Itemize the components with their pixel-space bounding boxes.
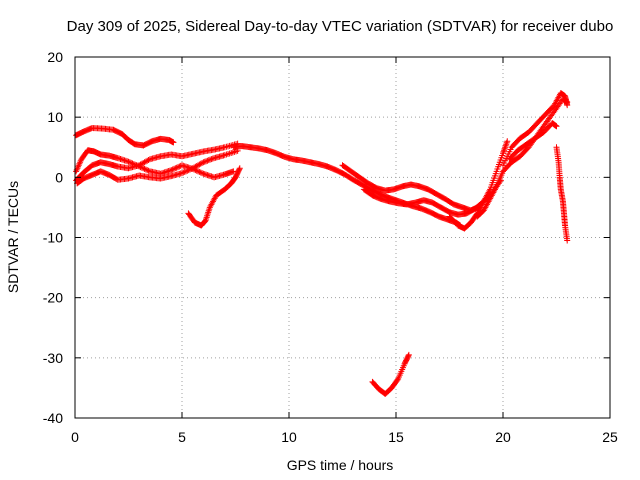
x-tick-label: 25 <box>602 429 618 445</box>
data-point-marker <box>405 351 412 358</box>
series-track-4 <box>74 147 241 187</box>
y-tick-label: 20 <box>47 49 63 65</box>
data-point-marker <box>564 237 571 244</box>
data-point-marker <box>199 170 206 177</box>
series-track-11 <box>500 90 571 169</box>
data-point-marker <box>174 164 181 171</box>
data-point-marker <box>209 155 216 162</box>
data-point-marker <box>169 166 176 173</box>
data-point-marker <box>553 123 560 130</box>
series-track-12 <box>506 120 560 163</box>
data-point-marker <box>208 156 215 163</box>
data-point-marker <box>170 165 177 172</box>
data-point-marker <box>132 161 139 168</box>
data-point-marker <box>195 168 202 175</box>
data-point-marker <box>142 166 149 173</box>
y-tick-label: 0 <box>55 169 63 185</box>
data-point-marker <box>140 165 147 172</box>
data-point-marker <box>129 160 136 167</box>
data-point-marker <box>196 168 203 175</box>
series-track-13 <box>553 144 571 244</box>
data-point-marker <box>236 165 243 172</box>
data-point-marker <box>201 158 208 165</box>
chart-title: Day 309 of 2025, Sidereal Day-to-day VTE… <box>67 18 614 35</box>
data-point-marker <box>126 159 133 166</box>
data-point-marker <box>188 165 195 172</box>
grid-lines <box>75 57 610 418</box>
series-track-14 <box>369 351 412 397</box>
data-point-marker <box>173 164 180 171</box>
data-point-marker <box>136 163 143 170</box>
data-point-marker <box>199 160 206 167</box>
series-track-9 <box>446 138 511 232</box>
data-point-marker <box>180 169 187 176</box>
y-axis-label: SDTVAR / TECUs <box>5 181 21 293</box>
data-point-marker <box>236 166 243 173</box>
data-point-marker <box>564 102 571 109</box>
x-tick-label: 15 <box>388 429 404 445</box>
data-point-marker <box>405 352 412 359</box>
data-markers <box>73 90 571 397</box>
data-point-marker <box>197 169 204 176</box>
data-point-marker <box>203 158 210 165</box>
data-point-marker <box>145 157 152 164</box>
data-point-marker <box>134 162 141 169</box>
x-tick-label: 20 <box>495 429 511 445</box>
data-point-marker <box>168 167 175 174</box>
data-point-marker <box>172 165 179 172</box>
y-tick-label: -30 <box>43 350 63 366</box>
data-point-marker <box>179 170 185 177</box>
series-track-1 <box>73 124 177 149</box>
series-track-5 <box>185 165 243 229</box>
data-point-marker <box>141 165 148 172</box>
data-point-marker <box>133 162 140 169</box>
x-tick-label: 5 <box>178 429 186 445</box>
data-point-marker <box>128 159 135 166</box>
data-point-marker <box>181 168 188 175</box>
data-point-marker <box>204 157 211 164</box>
data-point-marker <box>185 167 192 174</box>
data-point-marker <box>170 139 177 146</box>
series-track-6 <box>230 143 464 229</box>
data-point-marker <box>130 161 137 168</box>
data-point-marker <box>137 164 144 171</box>
x-tick-label: 10 <box>281 429 297 445</box>
y-tick-label: -20 <box>43 290 63 306</box>
data-point-marker <box>394 377 401 384</box>
data-point-marker <box>207 156 214 163</box>
axis-ticks: 0 5 10 15 20 25 -40 -30 -20 -10 0 10 20 <box>43 49 618 445</box>
data-point-marker <box>144 167 151 174</box>
x-axis-label: GPS time / hours <box>287 457 394 473</box>
y-tick-label: 10 <box>47 109 63 125</box>
x-tick-label: 0 <box>71 429 79 445</box>
data-point-marker <box>200 159 207 166</box>
data-point-marker <box>176 163 183 170</box>
series-track-10 <box>474 96 571 220</box>
data-point-marker <box>145 167 152 174</box>
data-point-marker <box>125 158 132 165</box>
data-point-marker <box>205 157 212 164</box>
y-tick-label: -10 <box>43 230 63 246</box>
data-point-marker <box>504 138 511 145</box>
data-point-marker <box>187 166 194 173</box>
y-tick-label: -40 <box>43 410 63 426</box>
data-point-marker <box>184 167 191 174</box>
data-point-marker <box>183 168 190 175</box>
data-point-marker <box>138 164 145 171</box>
